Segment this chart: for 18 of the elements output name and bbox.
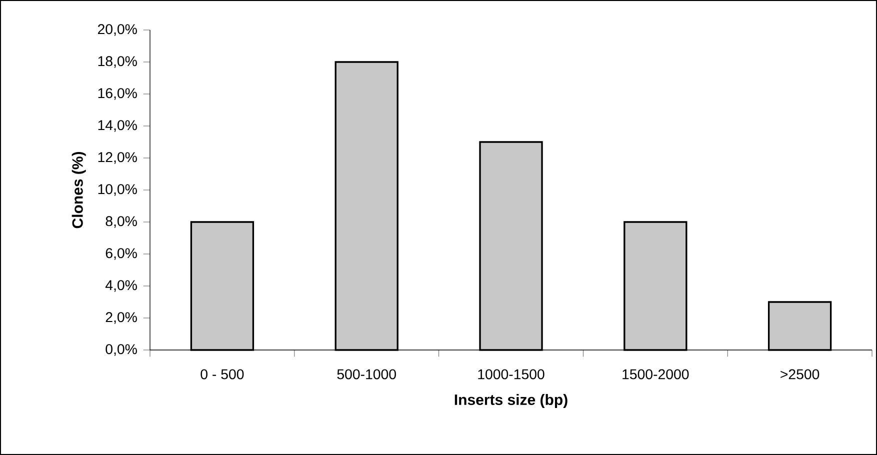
y-tick-label: 0,0% <box>106 344 137 356</box>
y-tick-label: 20,0% <box>98 24 137 36</box>
y-tick-label: 6,0% <box>106 248 137 260</box>
y-tick-label: 8,0% <box>106 216 137 228</box>
x-tick-label: 1500-2000 <box>622 369 689 380</box>
x-tick-label: 500-1000 <box>337 369 396 380</box>
x-axis-title: Inserts size (bp) <box>454 394 568 408</box>
y-tick-label: 18,0% <box>98 56 137 68</box>
y-tick-label: 14,0% <box>98 120 137 132</box>
x-tick-label: >2500 <box>780 369 820 380</box>
y-axis-title: Clones (%) <box>72 152 86 228</box>
x-tick-label: 0 - 500 <box>200 369 244 380</box>
y-tick-label: 12,0% <box>98 152 137 164</box>
y-tick-label: 10,0% <box>98 184 137 196</box>
y-tick-label: 4,0% <box>105 280 137 292</box>
y-tick-label: 16,0% <box>98 88 137 100</box>
x-tick-label: 1000-1500 <box>478 369 544 380</box>
y-tick-label: 2,0% <box>106 312 137 324</box>
